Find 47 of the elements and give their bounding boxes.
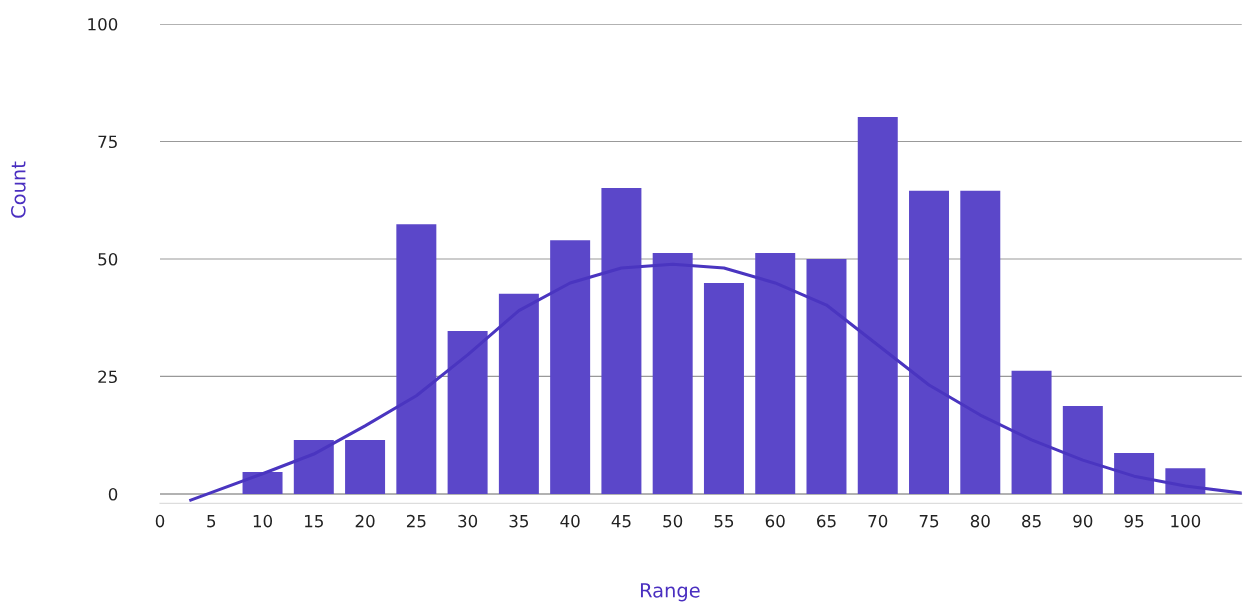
x-tick-label: 50 <box>663 514 683 528</box>
bar <box>396 224 437 494</box>
x-tick-label: 15 <box>305 515 323 528</box>
bar <box>1062 406 1103 494</box>
bar <box>1011 370 1052 494</box>
x-tick-label: 10 <box>253 514 273 528</box>
bar <box>498 293 539 494</box>
x-tick-label: 5 <box>207 515 216 528</box>
line-series <box>189 262 1242 502</box>
x-tick-label: 25 <box>406 514 426 528</box>
bar <box>1114 453 1155 494</box>
x-tick-label: 75 <box>919 515 939 528</box>
x-tick-label: 55 <box>714 515 734 528</box>
bar <box>652 252 693 494</box>
y-tick-label: 25 <box>98 370 117 384</box>
bar <box>242 471 283 494</box>
y-tick-label: 0 <box>108 487 118 501</box>
bar <box>345 439 386 494</box>
bar <box>703 282 744 494</box>
x-tick-label: 45 <box>611 515 631 528</box>
y-tick-label: 100 <box>88 17 118 31</box>
bar <box>806 259 847 494</box>
x-tick-label: 100 <box>1171 514 1201 528</box>
bar <box>755 252 796 494</box>
bar <box>909 190 950 494</box>
x-tick-label: 95 <box>1124 514 1144 528</box>
bar <box>601 188 642 494</box>
x-tick-label: 0 <box>155 514 165 528</box>
x-tick-label: 80 <box>970 514 990 528</box>
x-tick-label: 60 <box>765 514 785 528</box>
bar <box>293 439 334 494</box>
y-tick-label: 75 <box>98 135 117 149</box>
x-tick-label: 30 <box>458 514 478 528</box>
y-axis-title: Count <box>10 161 26 218</box>
x-tick-label: 35 <box>509 514 529 528</box>
x-axis-title: Range <box>640 583 700 602</box>
x-tick-label: 70 <box>868 514 888 528</box>
x-tick-label: 40 <box>560 514 580 528</box>
x-tick-label: 85 <box>1022 514 1041 528</box>
x-tick-label: 65 <box>817 514 836 528</box>
bar <box>447 330 488 494</box>
x-tick-label: 90 <box>1073 514 1093 528</box>
bar <box>857 117 898 494</box>
x-tick-label: 20 <box>355 514 375 528</box>
y-tick-label: 50 <box>98 252 118 266</box>
bar <box>960 190 1001 494</box>
bar <box>550 240 591 494</box>
